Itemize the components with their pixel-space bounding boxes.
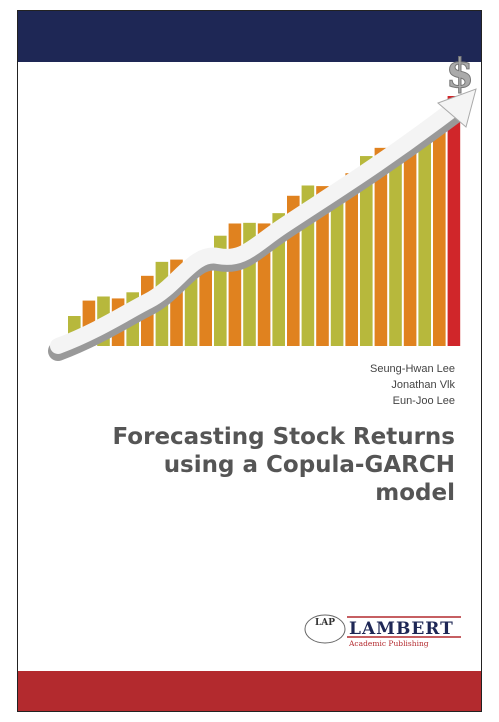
book-title: Forecasting Stock Returns using a Copula… xyxy=(113,423,455,507)
logo-tagline: Academic Publishing xyxy=(348,639,429,648)
title-line: using a Copula-GARCH xyxy=(113,451,455,479)
illustration-bar xyxy=(448,96,461,346)
logo-name: LAMBERT xyxy=(349,619,454,639)
illustration-bar xyxy=(404,147,417,346)
book-cover: $ LAP LAMBERT Academic Publishing Seung-… xyxy=(17,10,482,712)
top-band xyxy=(18,11,481,62)
title-line: Forecasting Stock Returns xyxy=(113,423,455,451)
publisher-logo: LAP LAMBERT Academic Publishing xyxy=(305,615,461,648)
illustration-bar xyxy=(433,117,446,346)
author: Jonathan Vlk xyxy=(370,377,455,393)
title-line: model xyxy=(113,479,455,507)
illustration-bar xyxy=(418,133,431,346)
author: Eun-Joo Lee xyxy=(370,393,455,409)
bottom-band xyxy=(18,671,481,711)
logo-badge: LAP xyxy=(315,618,335,628)
authors: Seung-Hwan Lee Jonathan Vlk Eun-Joo Lee xyxy=(370,361,455,409)
illustration-bar xyxy=(389,149,402,346)
author: Seung-Hwan Lee xyxy=(370,361,455,377)
page: $ LAP LAMBERT Academic Publishing Seung-… xyxy=(0,0,499,722)
illustration-bar xyxy=(229,223,242,346)
dollar-sign: $ xyxy=(446,50,474,97)
